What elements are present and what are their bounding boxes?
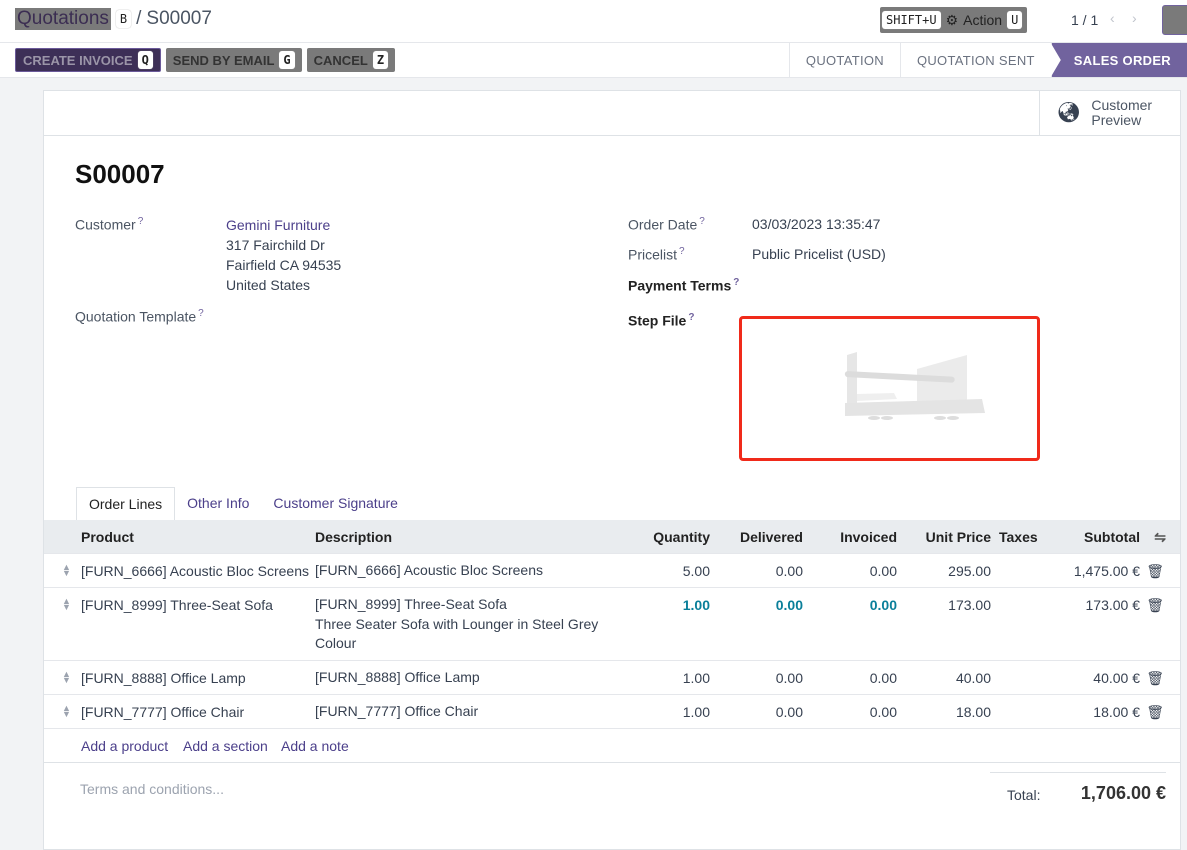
tab-other-info[interactable]: Other Info <box>187 495 250 511</box>
table-row[interactable]: ▲ ▼ [FURN_6666] Acoustic Bloc Screens [FU… <box>44 554 1180 588</box>
payment-terms-label: Payment Terms? <box>628 277 740 294</box>
trash-icon[interactable]: 🗑︎ <box>1146 597 1164 613</box>
prev-icon[interactable]: ‹ <box>1110 10 1115 26</box>
table-row[interactable]: ▲ ▼ [FURN_7777] Office Chair [FURN_7777] … <box>44 695 1180 729</box>
description-cell[interactable]: [FURN_6666] Acoustic Bloc Screens <box>315 562 543 578</box>
quotation-template-label: Quotation Template? <box>75 308 204 325</box>
status-quotation[interactable]: QUOTATION <box>788 43 900 77</box>
gear-icon: ⚙ <box>945 11 959 28</box>
customer-link[interactable]: Gemini Furniture <box>226 217 331 233</box>
action-button[interactable]: SHIFT+U ⚙ Action U <box>880 7 1028 33</box>
product-cell[interactable]: [FURN_6666] Acoustic Bloc Screens <box>81 563 309 579</box>
quantity-cell[interactable]: 1.00 <box>682 704 710 720</box>
trash-icon[interactable]: 🗑︎ <box>1146 670 1164 686</box>
drag-handle-icon[interactable]: ▲ ▼ <box>62 703 71 719</box>
description-cell[interactable]: [FURN_8888] Office Lamp <box>315 669 480 685</box>
quantity-cell[interactable]: 1.00 <box>682 597 710 613</box>
order-lines-table: Product Description Quantity Delivered I… <box>44 520 1180 763</box>
customer-label: Customer? <box>75 216 144 233</box>
delivered-cell: 0.00 <box>775 597 803 613</box>
status-quotation-sent[interactable]: QUOTATION SENT <box>899 43 1051 77</box>
add-note-link[interactable]: Add a note <box>281 738 349 754</box>
unit-price-cell[interactable]: 40.00 <box>955 670 991 686</box>
tab-customer-signature[interactable]: Customer Signature <box>273 495 398 511</box>
subtotal-cell: 1,475.00 € <box>1073 563 1140 579</box>
invoiced-cell: 0.00 <box>869 704 897 720</box>
drag-handle-icon[interactable]: ▲ ▼ <box>62 562 71 578</box>
record-title: S00007 <box>75 159 165 189</box>
table-row[interactable]: ▲ ▼ [FURN_8999] Three-Seat Sofa [FURN_899… <box>44 588 1180 661</box>
tab-order-lines[interactable]: Order Lines <box>76 487 176 521</box>
invoiced-cell: 0.00 <box>869 563 897 579</box>
next-icon[interactable]: › <box>1132 10 1137 26</box>
shortcut-hint: B <box>115 10 132 28</box>
subtotal-cell: 173.00 € <box>1085 597 1141 613</box>
terms-input[interactable]: Terms and conditions... <box>80 781 224 797</box>
drag-handle-icon[interactable]: ▲ ▼ <box>62 596 71 612</box>
add-line-row: Add a product Add a section Add a note <box>44 729 1180 763</box>
product-cell[interactable]: [FURN_7777] Office Chair <box>81 704 245 720</box>
description-cell[interactable]: [FURN_8999] Three-Seat Sofa Three Seater … <box>315 596 599 651</box>
order-date-label: Order Date? <box>628 216 705 233</box>
top-bar: Quotations B / S00007 SHIFT+U ⚙ Action U… <box>0 0 1187 43</box>
3d-model-preview <box>844 352 985 420</box>
total: Total: 1,706.00 € <box>990 772 1166 803</box>
send-email-button[interactable]: SEND BY EMAIL G <box>165 48 302 72</box>
drag-handle-icon[interactable]: ▲ ▼ <box>62 669 71 685</box>
column-options-icon[interactable]: ⇋ <box>1154 529 1166 545</box>
unit-price-cell[interactable]: 173.00 <box>948 597 991 613</box>
add-product-link[interactable]: Add a product <box>81 738 169 754</box>
shortcut-hint: Q <box>137 51 153 69</box>
breadcrumb-separator: / <box>136 8 142 29</box>
breadcrumb-quotations[interactable]: Quotations <box>15 8 111 30</box>
subtotal-cell: 40.00 € <box>1093 670 1140 686</box>
shortcut-hint: SHIFT+U <box>882 11 941 29</box>
order-date-field[interactable]: 03/03/2023 13:35:47 <box>752 216 881 232</box>
customer-field[interactable]: Gemini Furniture 317 Fairchild Dr Fairfi… <box>226 217 342 293</box>
total-amount: 1,706.00 € <box>1080 783 1166 803</box>
customer-preview-button[interactable]: 🌏︎ Customer Preview <box>1039 91 1180 135</box>
delivered-cell: 0.00 <box>775 670 803 686</box>
add-section-link[interactable]: Add a section <box>183 738 268 754</box>
step-file-label: Step File? <box>628 312 695 329</box>
globe-icon: 🌏︎ <box>1056 101 1082 124</box>
create-invoice-button[interactable]: CREATE INVOICE Q <box>15 48 161 72</box>
form-sheet: 🌏︎ Customer Preview S00007 Customer? Gemi… <box>43 90 1181 850</box>
cancel-button[interactable]: CANCEL Z <box>306 48 396 72</box>
unit-price-cell[interactable]: 18.00 <box>955 704 991 720</box>
trash-icon[interactable]: 🗑︎ <box>1146 563 1164 579</box>
shortcut-hint: Z <box>372 51 389 69</box>
pricelist-field[interactable]: Public Pricelist (USD) <box>752 246 886 262</box>
action-label: Action <box>963 12 1003 28</box>
unit-price-cell[interactable]: 295.00 <box>948 563 991 579</box>
shortcut-hint: U <box>1007 11 1023 29</box>
invoiced-cell: 0.00 <box>869 597 897 613</box>
breadcrumb-current: S00007 <box>146 8 212 29</box>
product-cell[interactable]: [FURN_8999] Three-Seat Sofa <box>81 597 273 613</box>
step-file-viewer[interactable] <box>739 316 1040 461</box>
pricelist-label: Pricelist? <box>628 246 685 263</box>
delivered-cell: 0.00 <box>775 704 803 720</box>
invoiced-cell: 0.00 <box>869 670 897 686</box>
status-bar: QUOTATION QUOTATION SENT SALES ORDER <box>788 43 1187 77</box>
breadcrumb: Quotations B / S00007 <box>15 8 212 30</box>
create-button[interactable] <box>1162 5 1187 35</box>
description-cell[interactable]: [FURN_7777] Office Chair <box>315 703 479 719</box>
quantity-cell[interactable]: 5.00 <box>682 563 710 579</box>
trash-icon[interactable]: 🗑︎ <box>1146 704 1164 720</box>
status-sales-order[interactable]: SALES ORDER <box>1050 43 1187 77</box>
control-panel: CREATE INVOICE Q SEND BY EMAIL G CANCEL Z Q… <box>0 43 1187 78</box>
subtotal-cell: 18.00 € <box>1093 704 1140 720</box>
pager: 1 / 1 <box>1071 12 1099 28</box>
quantity-cell[interactable]: 1.00 <box>682 670 710 686</box>
delivered-cell: 0.00 <box>775 563 803 579</box>
table-header: Product Description Quantity Delivered I… <box>44 520 1180 554</box>
notebook-tabs: Order Lines Other Info Customer Signatur… <box>76 487 410 521</box>
product-cell[interactable]: [FURN_8888] Office Lamp <box>81 670 246 686</box>
table-row[interactable]: ▲ ▼ [FURN_8888] Office Lamp [FURN_8888] O… <box>44 661 1180 695</box>
shortcut-hint: G <box>279 51 295 69</box>
